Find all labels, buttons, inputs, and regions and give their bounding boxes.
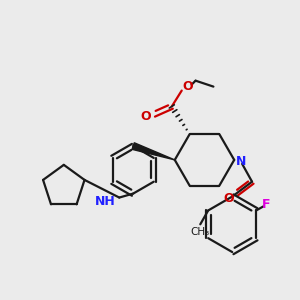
Text: O: O xyxy=(223,192,234,205)
Text: NH: NH xyxy=(95,195,116,208)
Text: CH₃: CH₃ xyxy=(191,227,210,237)
Polygon shape xyxy=(132,143,175,160)
Text: O: O xyxy=(182,80,193,93)
Text: N: N xyxy=(236,155,246,168)
Text: O: O xyxy=(141,110,151,123)
Text: F: F xyxy=(262,198,270,211)
